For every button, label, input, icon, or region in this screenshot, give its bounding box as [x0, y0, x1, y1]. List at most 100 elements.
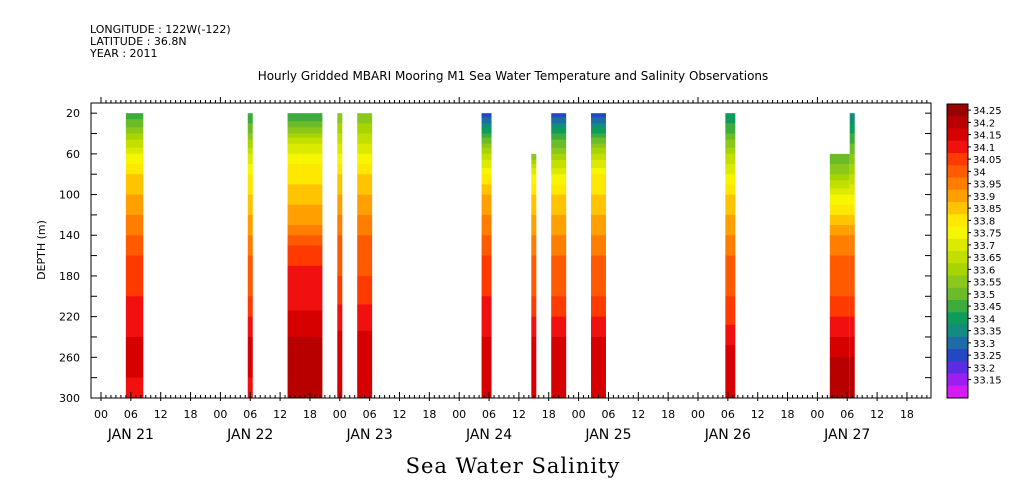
data-cell: [591, 282, 606, 285]
data-cell: [357, 336, 373, 340]
data-cell: [849, 133, 855, 136]
data-cell: [849, 349, 855, 352]
data-cell: [591, 202, 606, 206]
data-cell: [247, 259, 253, 263]
data-cell: [481, 294, 492, 297]
x-tick-label: 00: [572, 408, 586, 421]
data-cell: [357, 367, 373, 370]
data-cell: [247, 387, 253, 391]
data-cell: [357, 296, 373, 299]
data-cell: [247, 300, 253, 303]
data-cell: [531, 269, 537, 273]
data-cell: [531, 304, 537, 307]
data-cell: [357, 300, 373, 303]
data-cell: [849, 208, 855, 212]
data-cell: [591, 166, 606, 169]
data-cell: [829, 347, 850, 350]
data-cell: [481, 192, 492, 195]
data-cell: [591, 341, 606, 344]
day-label: JAN 22: [226, 427, 273, 443]
data-cell: [287, 221, 323, 224]
data-cell: [849, 259, 855, 263]
data-cell: [849, 214, 855, 218]
data-cell: [357, 170, 373, 173]
data-cell: [481, 292, 492, 295]
data-cell: [829, 304, 850, 307]
data-cell: [287, 290, 323, 293]
x-tick-label: 12: [751, 408, 765, 421]
data-cell: [551, 375, 567, 379]
data-cell: [531, 385, 537, 389]
data-cell: [551, 385, 567, 389]
data-cell: [125, 255, 144, 259]
data-cell: [551, 182, 567, 185]
data-cell: [551, 237, 567, 240]
data-cell: [287, 239, 323, 242]
x-tick-label: 18: [303, 408, 317, 421]
data-cell: [591, 170, 606, 173]
data-cell: [247, 145, 253, 149]
data-cell: [829, 369, 850, 372]
data-cell: [125, 385, 144, 389]
data-cell: [357, 322, 373, 326]
x-tick-label: 00: [691, 408, 705, 421]
data-cell: [481, 139, 492, 143]
data-cell: [125, 143, 144, 147]
data-cell: [591, 216, 606, 220]
data-cell: [551, 336, 567, 340]
data-cell: [357, 127, 373, 130]
data-cell: [481, 302, 492, 305]
data-cell: [725, 339, 736, 342]
data-cell: [849, 273, 855, 277]
data-cell: [849, 225, 855, 228]
data-cell: [125, 343, 144, 346]
data-cell: [247, 345, 253, 348]
data-cell: [591, 318, 606, 322]
data-cell: [829, 178, 850, 181]
data-cell: [247, 383, 253, 387]
data-cell: [591, 265, 606, 269]
data-cell: [849, 351, 855, 354]
data-cell: [287, 233, 323, 236]
data-cell: [725, 273, 736, 277]
data-cell: [591, 198, 606, 202]
data-cell: [591, 184, 606, 187]
data-cell: [531, 263, 537, 267]
data-cell: [849, 314, 855, 318]
colorbar-label: 34.25: [973, 106, 1002, 117]
data-cell: [287, 121, 323, 124]
data-cell: [125, 208, 144, 212]
data-cell: [725, 267, 736, 271]
data-cell: [551, 379, 567, 383]
data-cell: [337, 143, 343, 147]
data-cell: [829, 212, 850, 216]
data-cell: [829, 198, 850, 202]
data-cell: [849, 389, 855, 393]
data-cell: [287, 359, 323, 362]
data-cell: [531, 361, 537, 364]
data-cell: [357, 286, 373, 289]
data-cell: [725, 172, 736, 175]
data-cell: [481, 393, 492, 397]
data-cell: [849, 223, 855, 226]
data-cell: [125, 113, 144, 116]
data-cell: [725, 330, 736, 334]
data-cell: [247, 223, 253, 226]
colorbar-swatch: [947, 361, 968, 374]
data-cell: [357, 174, 373, 177]
data-cell: [125, 235, 144, 238]
data-cell: [247, 202, 253, 206]
data-cell: [531, 275, 537, 279]
data-cell: [125, 192, 144, 195]
data-cell: [125, 286, 144, 289]
data-cell: [481, 231, 492, 234]
plot-data: [125, 113, 855, 399]
data-cell: [725, 251, 736, 254]
data-cell: [725, 155, 736, 159]
data-cell: [247, 343, 253, 346]
data-cell: [357, 280, 373, 283]
data-cell: [849, 365, 855, 368]
data-cell: [481, 223, 492, 226]
data-cell: [125, 190, 144, 193]
data-cell: [247, 375, 253, 379]
